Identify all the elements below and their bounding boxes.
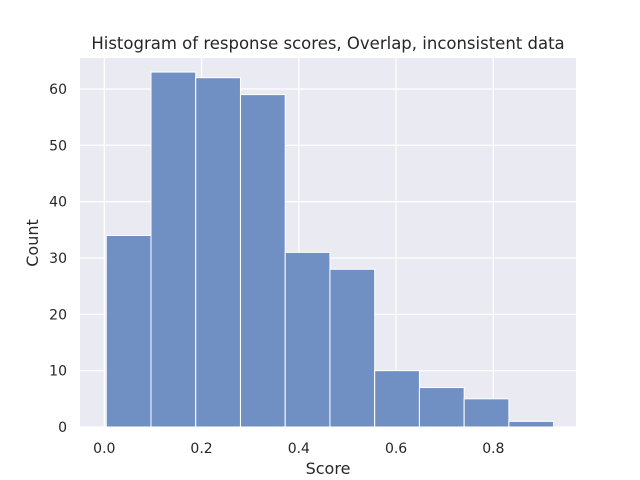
histogram-bars (105, 71, 555, 428)
x-tick-label: 0.6 (385, 441, 407, 457)
histogram-bar (239, 94, 286, 428)
histogram-bar (418, 387, 465, 428)
x-tick-label: 0.8 (482, 441, 504, 457)
histogram-bar (374, 370, 420, 428)
y-tick-labels: 0 10 20 30 40 50 60 (49, 82, 67, 436)
y-tick-label: 10 (49, 364, 67, 380)
histogram-bar (329, 268, 376, 428)
y-tick-label: 60 (49, 82, 67, 98)
y-tick-label: 0 (58, 420, 67, 436)
histogram-bar (105, 234, 152, 428)
y-tick-label: 30 (49, 251, 67, 267)
chart-title: Histogram of response scores, Overlap, i… (91, 34, 564, 53)
x-tick-label: 0.2 (190, 441, 212, 457)
x-tick-labels: 0.0 0.2 0.4 0.6 0.8 (93, 441, 504, 457)
histogram-bar (508, 420, 555, 428)
histogram-bar (284, 251, 331, 428)
histogram-bar (463, 398, 510, 428)
histogram-bar (150, 71, 197, 428)
y-tick-label: 50 (49, 138, 67, 154)
x-axis-label: Score (306, 459, 351, 478)
histogram-bar (195, 77, 241, 428)
x-tick-label: 0.0 (93, 441, 115, 457)
y-tick-label: 40 (49, 195, 67, 211)
y-tick-label: 20 (49, 307, 67, 323)
y-axis-label: Count (23, 219, 42, 267)
x-tick-label: 0.4 (288, 441, 310, 457)
